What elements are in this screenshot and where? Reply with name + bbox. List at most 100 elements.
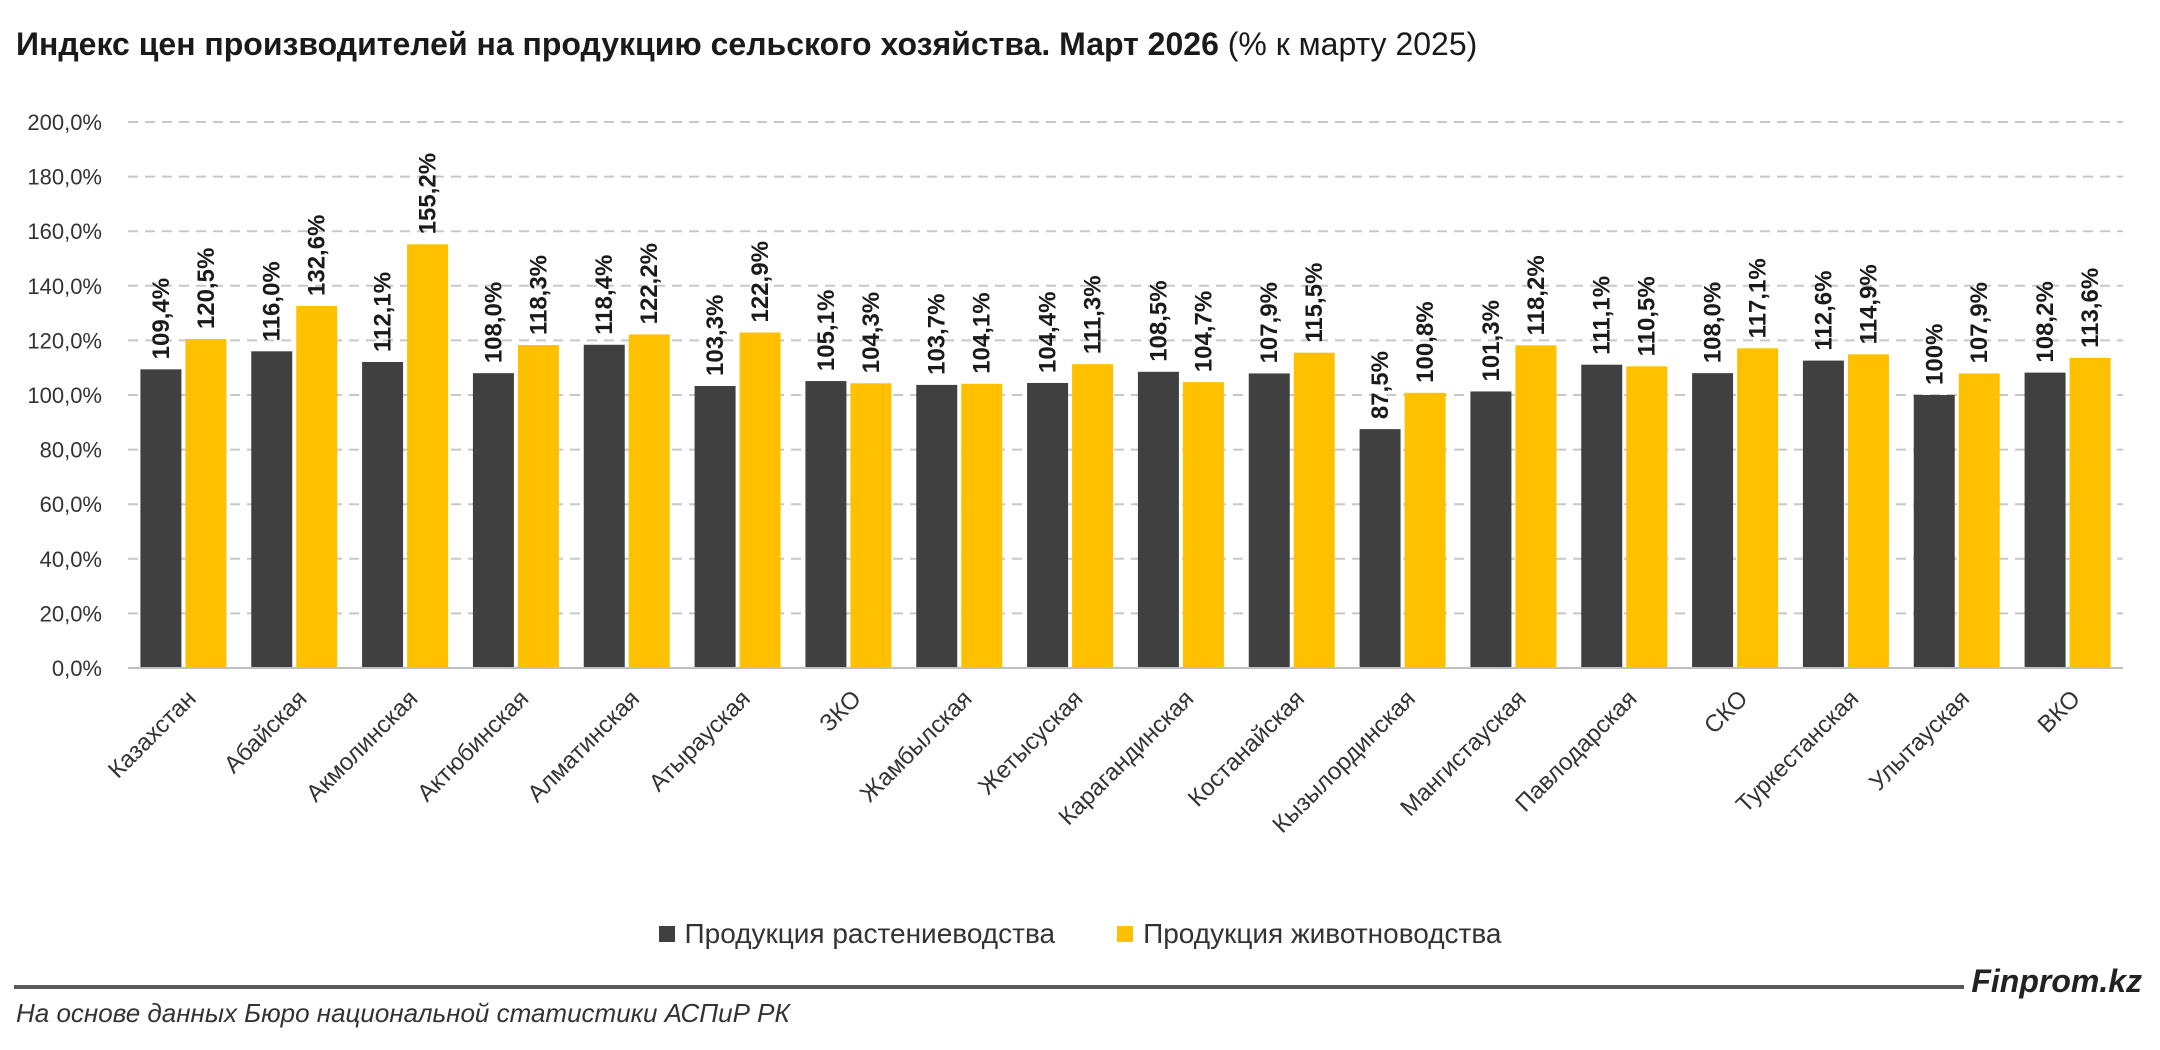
legend-swatch-crops bbox=[658, 926, 675, 942]
data-label: 109,4% bbox=[148, 278, 175, 359]
data-label: 108,0% bbox=[1700, 282, 1727, 363]
bar-chart: 0,0% 20,0% 40,0% 60,0% 80,0% 100,0% 120,0% 140,… bbox=[27, 110, 2123, 839]
data-label: 103,3% bbox=[702, 295, 729, 376]
legend-label-livestock: Продукция животноводства bbox=[1143, 918, 1502, 949]
y-tick-label: 120,0% bbox=[27, 328, 102, 353]
data-label: 104,4% bbox=[1035, 292, 1062, 373]
data-label: 115,5% bbox=[1301, 263, 1328, 343]
bar-crops bbox=[1137, 371, 1179, 668]
y-tick-label: 160,0% bbox=[27, 219, 102, 244]
data-label: 103,7% bbox=[924, 293, 951, 374]
bar-livestock bbox=[1626, 366, 1668, 668]
data-label: 118,2% bbox=[1523, 255, 1550, 335]
data-label: 117,1% bbox=[1745, 258, 1772, 338]
bar-livestock bbox=[1847, 354, 1889, 668]
x-tick-label: СКО bbox=[1699, 685, 1753, 739]
bar-livestock bbox=[1737, 348, 1779, 668]
bar-crops bbox=[251, 351, 293, 668]
bar-livestock bbox=[739, 332, 781, 668]
data-label: 132,6% bbox=[304, 215, 331, 296]
bar-crops bbox=[805, 381, 847, 668]
data-label: 120,5% bbox=[193, 248, 220, 329]
x-tick-label: Улытауская bbox=[1864, 685, 1975, 796]
data-label: 114,9% bbox=[1855, 264, 1882, 344]
x-tick-label: Актюбинская bbox=[412, 685, 534, 807]
bar-livestock bbox=[628, 334, 670, 668]
legend-item-crops: Продукция растениеводства bbox=[658, 918, 1056, 950]
data-label: 100% bbox=[1921, 324, 1948, 385]
chart-title-main: Индекс цен производителей на продукцию с… bbox=[16, 26, 1219, 62]
data-label: 104,1% bbox=[969, 292, 996, 373]
data-label: 116,0% bbox=[259, 261, 286, 341]
legend: Продукция растениеводства Продукция живо… bbox=[0, 918, 2160, 950]
x-tick-label: Алматинская bbox=[522, 685, 645, 808]
y-tick-label: 140,0% bbox=[27, 274, 102, 299]
y-tick-label: 60,0% bbox=[40, 492, 102, 517]
y-tick-label: 80,0% bbox=[40, 438, 102, 463]
data-label: 118,4% bbox=[591, 255, 618, 335]
data-label: 108,0% bbox=[480, 282, 507, 363]
bar-livestock bbox=[961, 383, 1003, 668]
data-label: 101,3% bbox=[1478, 300, 1505, 381]
data-label: 107,9% bbox=[1256, 282, 1283, 363]
x-tick-label: ЗКО bbox=[814, 685, 866, 737]
x-tick-label: Абайская bbox=[219, 685, 313, 779]
data-labels: 109,4% 120,5% 116,0% 132,6% 112,1% 155,2% 108,… bbox=[148, 153, 2104, 419]
x-tick-label: ВКО bbox=[2033, 685, 2086, 738]
bar-livestock bbox=[1072, 364, 1114, 668]
bar-livestock bbox=[1958, 373, 2000, 668]
bar-livestock bbox=[2069, 357, 2111, 668]
bar-livestock bbox=[1515, 345, 1557, 668]
bar-livestock bbox=[517, 345, 559, 668]
bar-crops bbox=[1581, 364, 1623, 668]
y-tick-label: 40,0% bbox=[40, 547, 102, 572]
data-label: 122,2% bbox=[636, 243, 663, 324]
data-label: 108,2% bbox=[2032, 281, 2059, 362]
data-label: 111,1% bbox=[1589, 276, 1616, 355]
data-label: 111,3% bbox=[1080, 275, 1107, 354]
y-tick-label: 0,0% bbox=[52, 656, 102, 681]
y-tick-label: 180,0% bbox=[27, 165, 102, 190]
data-label: 155,2% bbox=[415, 153, 442, 234]
legend-swatch-livestock bbox=[1117, 926, 1134, 942]
data-label: 110,5% bbox=[1634, 276, 1661, 356]
y-tick-label: 100,0% bbox=[27, 383, 102, 408]
x-tick-label: Атырауская bbox=[644, 685, 756, 797]
y-tick-label: 200,0% bbox=[27, 110, 102, 135]
bar-crops bbox=[2024, 372, 2066, 668]
bar-crops bbox=[916, 384, 958, 668]
data-label: 112,1% bbox=[370, 272, 397, 352]
bars bbox=[140, 244, 2111, 668]
data-label: 87,5% bbox=[1367, 351, 1394, 419]
x-axis-ticks: Казахстан АбайскаяАкмолинскаяАктюбинскаяА… bbox=[103, 685, 2086, 838]
bar-crops bbox=[1913, 395, 1955, 668]
x-tick-label: Костанайская bbox=[1183, 685, 1310, 812]
brand-logo-text: Finprom.kz bbox=[1971, 963, 2142, 999]
y-axis-ticks: 0,0% 20,0% 40,0% 60,0% 80,0% 100,0% 120,0% 140,… bbox=[27, 110, 102, 681]
data-label: 107,9% bbox=[1966, 282, 1993, 363]
bar-crops bbox=[472, 373, 514, 668]
data-label: 104,3% bbox=[858, 292, 885, 373]
data-label: 100,8% bbox=[1412, 301, 1439, 382]
x-tick-label: Жамбылская bbox=[855, 685, 978, 808]
legend-item-livestock: Продукция животноводства bbox=[1117, 918, 1502, 950]
source-note: На основе данных Бюро национальной стати… bbox=[16, 998, 790, 1028]
data-label: 105,1% bbox=[813, 290, 840, 371]
x-tick-label: Казахстан bbox=[103, 685, 202, 784]
footer-divider bbox=[14, 985, 1964, 989]
data-label: 118,3% bbox=[525, 255, 552, 335]
bar-crops bbox=[140, 369, 182, 668]
gridlines bbox=[128, 121, 2123, 615]
bar-crops bbox=[1470, 391, 1512, 668]
data-label: 122,9% bbox=[747, 241, 774, 322]
chart-title-sub: (% к марту 2025) bbox=[1227, 26, 1478, 62]
data-label: 104,7% bbox=[1190, 291, 1217, 372]
bar-livestock bbox=[850, 383, 892, 668]
bar-livestock bbox=[185, 339, 227, 668]
bar-crops bbox=[583, 344, 625, 668]
bar-livestock bbox=[407, 244, 449, 668]
bar-crops bbox=[1359, 429, 1401, 668]
y-tick-label: 20,0% bbox=[40, 601, 102, 626]
legend-label-crops: Продукция растениеводства bbox=[684, 918, 1056, 949]
data-label: 113,6% bbox=[2077, 268, 2104, 348]
